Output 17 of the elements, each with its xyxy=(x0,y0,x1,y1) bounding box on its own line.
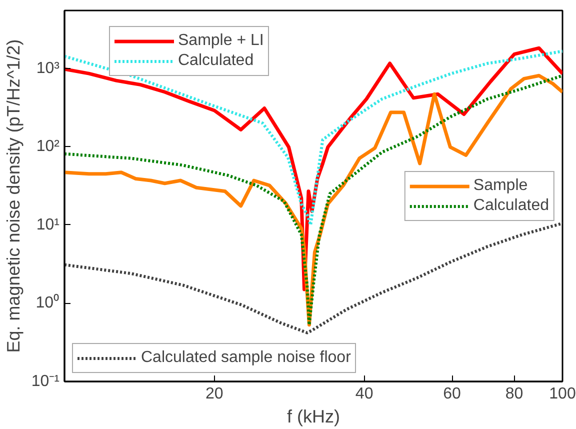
legend-label: Calculated sample noise floor xyxy=(141,349,351,367)
legend-label: Sample + LI xyxy=(178,32,264,50)
x-tick-label: 40 xyxy=(355,386,374,402)
y-axis-title: Eq. magnetic noise density (pT/Hz^1/2) xyxy=(3,39,24,353)
legend-label: Sample xyxy=(473,176,528,194)
x-tick-label: 80 xyxy=(505,386,524,402)
x-tick-label: 100 xyxy=(549,386,576,402)
y-tick-label: 10² xyxy=(36,138,60,156)
y-tick-label: 10⁻¹ xyxy=(31,373,60,390)
y-tick-label: 10⁰ xyxy=(36,294,60,312)
y-tick-label: 10³ xyxy=(36,60,60,77)
x-tick-label: 60 xyxy=(443,386,462,402)
legend-label: Calculated xyxy=(178,52,254,70)
x-axis-title: f (kHz) xyxy=(287,406,340,426)
x-tick-label: 20 xyxy=(206,386,224,402)
legend-label: Calculated xyxy=(473,196,549,214)
y-tick-label: 10¹ xyxy=(36,216,60,234)
